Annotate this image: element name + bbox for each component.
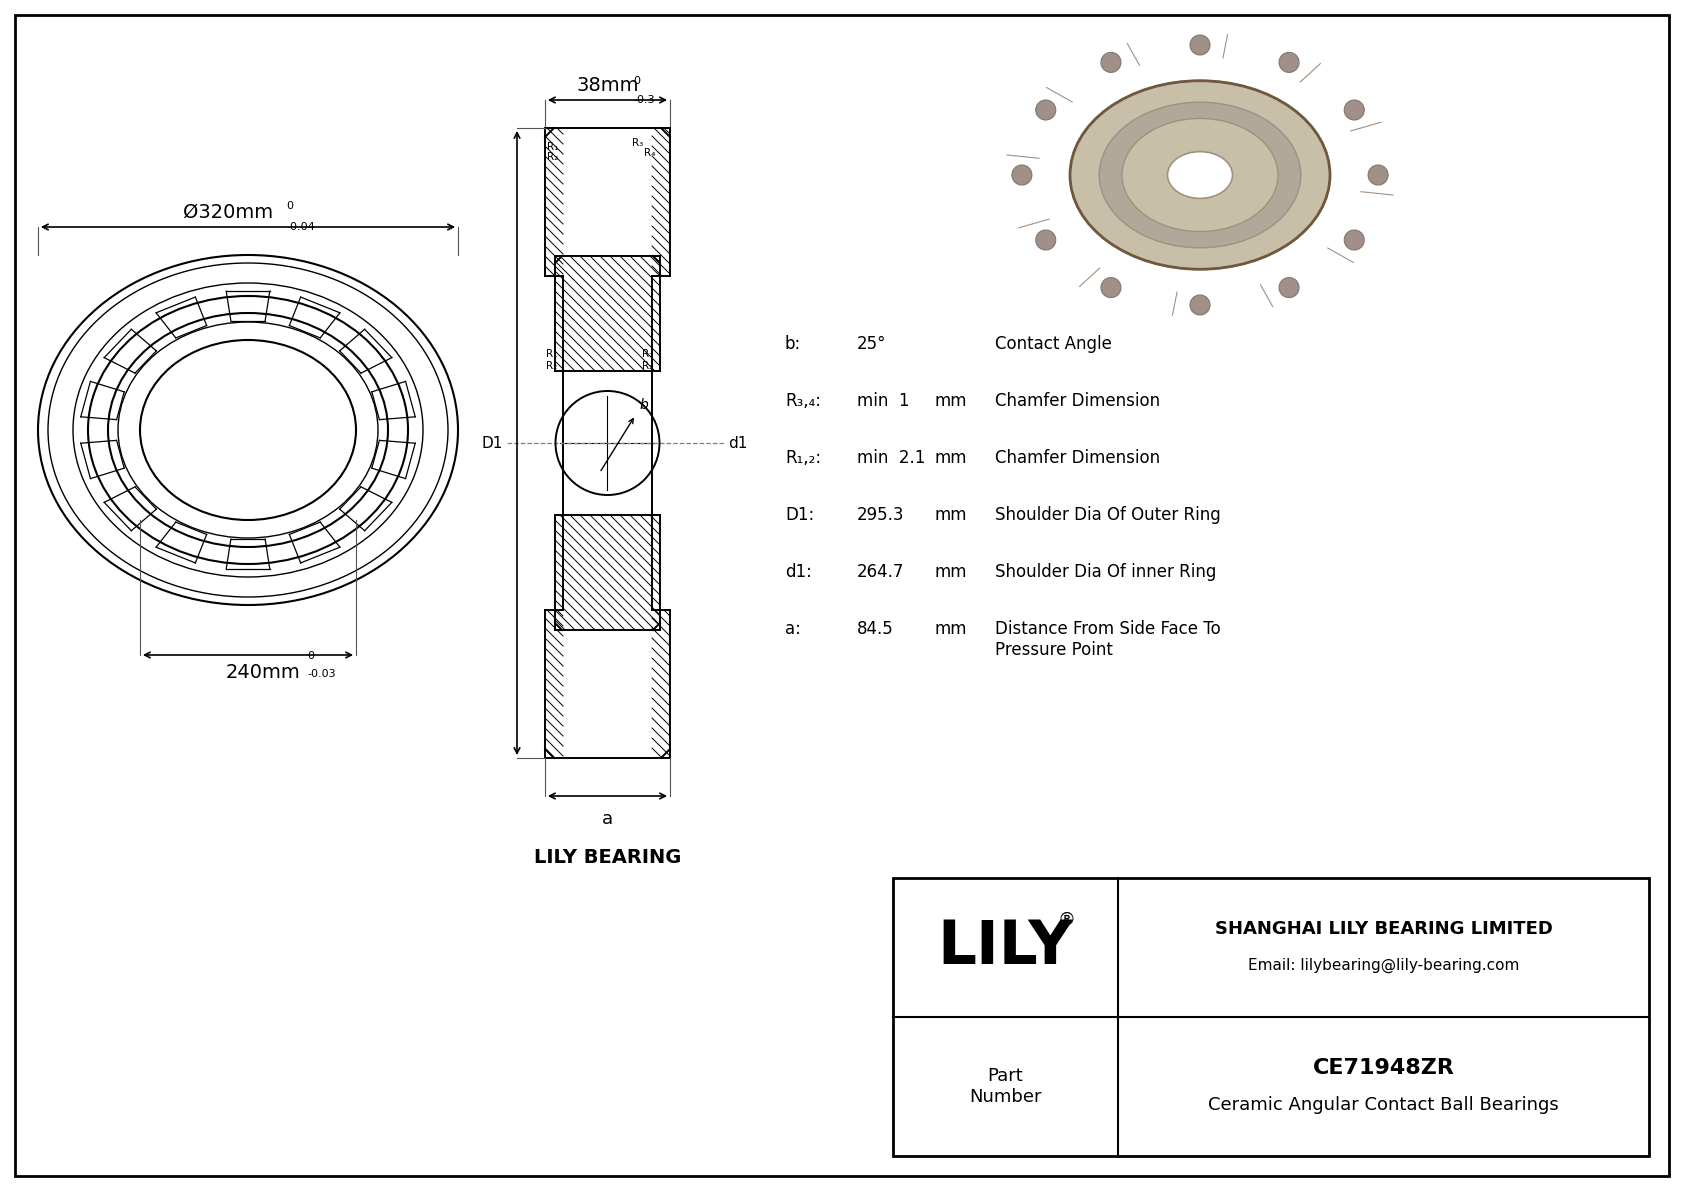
Circle shape (1344, 100, 1364, 120)
Text: -0.03: -0.03 (306, 669, 335, 679)
Text: R₃,₄:: R₃,₄: (785, 392, 822, 410)
Text: SHANGHAI LILY BEARING LIMITED: SHANGHAI LILY BEARING LIMITED (1214, 921, 1553, 939)
Circle shape (1280, 278, 1298, 298)
Text: R₃: R₃ (632, 138, 643, 148)
Text: 0: 0 (306, 651, 313, 661)
Circle shape (1367, 166, 1388, 185)
Text: 264.7: 264.7 (857, 563, 904, 581)
Text: 240mm: 240mm (226, 663, 300, 682)
Text: ®: ® (1058, 910, 1076, 929)
Text: d1:: d1: (785, 563, 812, 581)
Bar (893, 878, 1649, 1156)
Text: 0: 0 (633, 76, 640, 86)
Text: 38mm: 38mm (576, 76, 638, 95)
Text: min  1: min 1 (857, 392, 909, 410)
Ellipse shape (1069, 81, 1330, 269)
Circle shape (1012, 166, 1032, 185)
Text: R₁: R₁ (642, 349, 653, 358)
Text: Email: lilybearing@lily-bearing.com: Email: lilybearing@lily-bearing.com (1248, 958, 1519, 973)
Text: b: b (640, 398, 648, 412)
Text: mm: mm (935, 392, 968, 410)
Text: -0.3: -0.3 (633, 95, 655, 105)
Text: 84.5: 84.5 (857, 621, 894, 638)
Text: D1: D1 (482, 436, 504, 450)
Text: LILY: LILY (938, 918, 1073, 977)
Text: D1:: D1: (785, 506, 815, 524)
Text: b:: b: (785, 335, 802, 353)
Text: d1: d1 (727, 436, 748, 450)
Text: R₂: R₂ (547, 152, 559, 162)
Text: R₁: R₁ (547, 142, 559, 152)
Text: Chamfer Dimension: Chamfer Dimension (995, 449, 1160, 467)
Circle shape (1344, 230, 1364, 250)
Ellipse shape (1122, 118, 1278, 231)
Text: 25°: 25° (857, 335, 886, 353)
Text: R₄: R₄ (643, 148, 655, 158)
Text: R₂: R₂ (642, 361, 653, 372)
Text: min  2.1: min 2.1 (857, 449, 926, 467)
Text: mm: mm (935, 449, 968, 467)
Text: CE71948ZR: CE71948ZR (1312, 1059, 1455, 1079)
Text: mm: mm (935, 621, 968, 638)
Text: a: a (601, 810, 613, 828)
Text: mm: mm (935, 506, 968, 524)
Text: 0: 0 (286, 201, 293, 211)
Text: Shoulder Dia Of inner Ring: Shoulder Dia Of inner Ring (995, 563, 1216, 581)
Text: Contact Angle: Contact Angle (995, 335, 1111, 353)
Circle shape (1191, 295, 1211, 314)
Text: R₁: R₁ (546, 349, 557, 358)
Text: 295.3: 295.3 (857, 506, 904, 524)
Text: mm: mm (935, 563, 968, 581)
Circle shape (1280, 52, 1298, 73)
Ellipse shape (1167, 151, 1233, 199)
Text: Ø320mm: Ø320mm (184, 202, 273, 222)
Circle shape (1036, 100, 1056, 120)
Circle shape (1101, 52, 1122, 73)
Text: LILY BEARING: LILY BEARING (534, 848, 682, 867)
Text: -0.04: -0.04 (286, 222, 315, 232)
Circle shape (1101, 278, 1122, 298)
Text: a:: a: (785, 621, 802, 638)
Text: R₁,₂:: R₁,₂: (785, 449, 822, 467)
Text: Part
Number: Part Number (970, 1067, 1042, 1106)
Text: Shoulder Dia Of Outer Ring: Shoulder Dia Of Outer Ring (995, 506, 1221, 524)
Text: Ceramic Angular Contact Ball Bearings: Ceramic Angular Contact Ball Bearings (1207, 1096, 1559, 1114)
Ellipse shape (1100, 102, 1300, 248)
Circle shape (1191, 35, 1211, 55)
Circle shape (1036, 230, 1056, 250)
Text: Distance From Side Face To
Pressure Point: Distance From Side Face To Pressure Poin… (995, 621, 1221, 659)
Text: R₂: R₂ (546, 361, 557, 372)
Text: Chamfer Dimension: Chamfer Dimension (995, 392, 1160, 410)
